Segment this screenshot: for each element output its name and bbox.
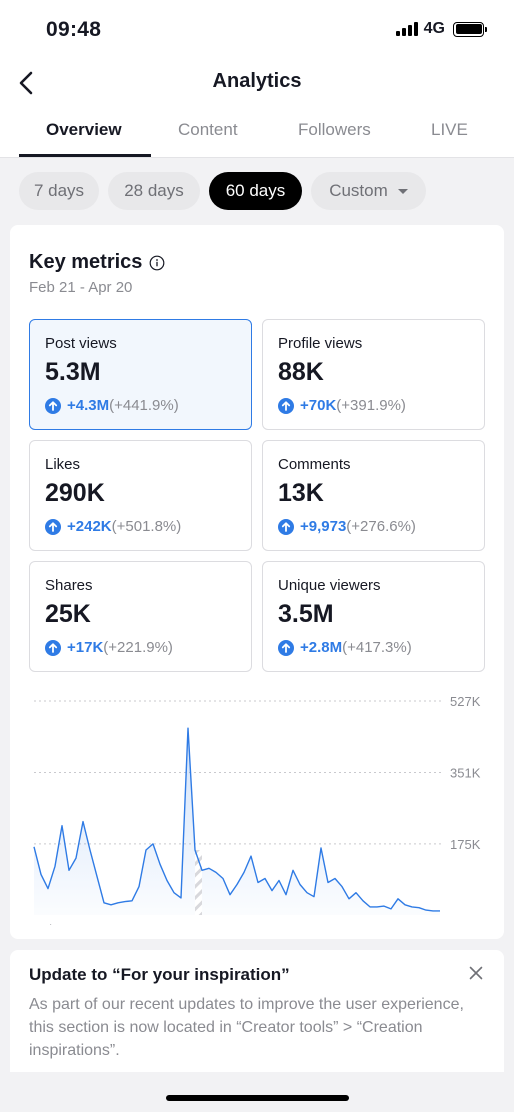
metric-value: 13K (278, 479, 324, 507)
tab-overview[interactable]: Overview (46, 120, 122, 139)
metric-delta: +9,973 (300, 518, 347, 535)
range-custom-chip[interactable]: Custom (311, 172, 426, 210)
metric-delta: +242K (67, 518, 112, 535)
y-tick-label: 351K (450, 765, 481, 780)
notice-card: Update to “For your inspiration” As part… (10, 950, 504, 1072)
x-tick-label: Feb 21 (34, 922, 74, 925)
metric-label: Shares (45, 577, 93, 594)
caret-down-icon (397, 188, 408, 194)
key-metrics-title: Key metrics (29, 251, 165, 274)
metric-label: Unique viewers (278, 577, 381, 594)
tab-followers[interactable]: Followers (298, 120, 371, 139)
metric-label: Post views (45, 335, 117, 352)
metric-value: 88K (278, 358, 324, 386)
chip-label: 60 days (225, 181, 286, 200)
metric-percent: (+417.3%) (342, 639, 412, 656)
chart-projection-band (195, 850, 202, 915)
y-tick-label: 527K (450, 694, 481, 709)
metric-delta: +70K (300, 397, 337, 414)
metric-percent: (+276.6%) (346, 518, 416, 535)
range-28-days-chip[interactable]: 28 days (108, 172, 200, 210)
metric-change: +2.8M (+417.3%) (278, 639, 412, 656)
chip-label: Custom (329, 181, 388, 200)
arrow-up-circle-icon (45, 397, 61, 414)
top-area: 09:48 4G Analytics Overview Content Foll… (0, 0, 514, 158)
notice-body: As part of our recent updates to improve… (29, 996, 464, 1059)
metric-card-unique-viewers[interactable]: Unique viewers 3.5M +2.8M (+417.3%) (262, 561, 485, 672)
metric-delta: +2.8M (300, 639, 343, 656)
chip-label: 28 days (124, 181, 184, 200)
metric-delta: +17K (67, 639, 104, 656)
status-bar: 09:48 4G (0, 0, 514, 60)
arrow-up-circle-icon (278, 397, 294, 414)
tab-live[interactable]: LIVE (431, 120, 468, 139)
signal-icon (395, 22, 418, 36)
y-tick-label: 175K (450, 837, 481, 852)
metric-percent: (+441.9%) (109, 397, 179, 414)
metric-card-shares[interactable]: Shares 25K +17K (+221.9%) (29, 561, 252, 672)
status-time: 09:48 (46, 18, 102, 41)
x-tick-label: Apr 20 (402, 922, 440, 925)
active-tab-indicator (19, 154, 151, 157)
metric-change: +9,973 (+276.6%) (278, 518, 416, 535)
metric-percent: (+391.9%) (336, 397, 406, 414)
tab-content[interactable]: Content (178, 120, 238, 139)
metric-change: +4.3M (+441.9%) (45, 397, 179, 414)
home-indicator (166, 1095, 349, 1101)
chart-series-line (33, 727, 440, 912)
tab-bar: Overview Content Followers LIVE (0, 106, 514, 158)
chip-label: 7 days (33, 181, 85, 200)
metric-card-likes[interactable]: Likes 290K +242K (+501.8%) (29, 440, 252, 551)
metric-value: 290K (45, 479, 105, 507)
arrow-up-circle-icon (278, 639, 294, 656)
arrow-up-circle-icon (45, 639, 61, 656)
metric-value: 3.5M (278, 600, 334, 628)
back-arrow-icon (19, 71, 33, 95)
metric-percent: (+501.8%) (111, 518, 182, 535)
header: Analytics (0, 60, 514, 106)
metric-value: 5.3M (45, 358, 101, 386)
chart-gridlines (34, 700, 442, 845)
notice-title: Update to “For your inspiration” (29, 965, 290, 984)
arrow-up-circle-icon (45, 518, 61, 535)
metric-value: 25K (45, 600, 91, 628)
range-7-days-chip[interactable]: 7 days (19, 172, 99, 210)
chart-area-fill (34, 728, 440, 915)
post-views-chart[interactable]: 527K 351K 175K Feb 21 Apr 20 (10, 685, 504, 925)
network-type: 4G (423, 20, 445, 37)
page-title: Analytics (212, 70, 302, 92)
metric-card-comments[interactable]: Comments 13K +9,973 (+276.6%) (262, 440, 485, 551)
metric-change: +17K (+221.9%) (45, 639, 173, 656)
metric-card-post-views[interactable]: Post views 5.3M +4.3M (+441.9%) (29, 319, 252, 430)
status-indicators: 4G (395, 20, 487, 38)
metric-change: +70K (+391.9%) (278, 397, 406, 414)
date-range-selector: 7 days 28 days 60 days Custom (0, 158, 514, 226)
battery-icon (453, 21, 487, 37)
metric-label: Comments (278, 456, 351, 473)
metric-change: +242K (+501.8%) (45, 518, 181, 535)
metric-label: Profile views (278, 335, 363, 352)
metric-percent: (+221.9%) (103, 639, 173, 656)
date-range-label: Feb 21 - Apr 20 (29, 279, 133, 296)
metric-label: Likes (45, 456, 81, 473)
arrow-up-circle-icon (278, 518, 294, 535)
info-icon[interactable] (149, 255, 165, 271)
key-metrics-title-text: Key metrics (29, 251, 143, 273)
close-icon[interactable] (468, 965, 484, 981)
metric-card-profile-views[interactable]: Profile views 88K +70K (+391.9%) (262, 319, 485, 430)
key-metrics-card: Key metrics Feb 21 - Apr 20 Post views 5… (10, 225, 504, 939)
metric-delta: +4.3M (67, 397, 110, 414)
back-button[interactable] (12, 66, 42, 100)
range-60-days-chip[interactable]: 60 days (209, 172, 302, 210)
